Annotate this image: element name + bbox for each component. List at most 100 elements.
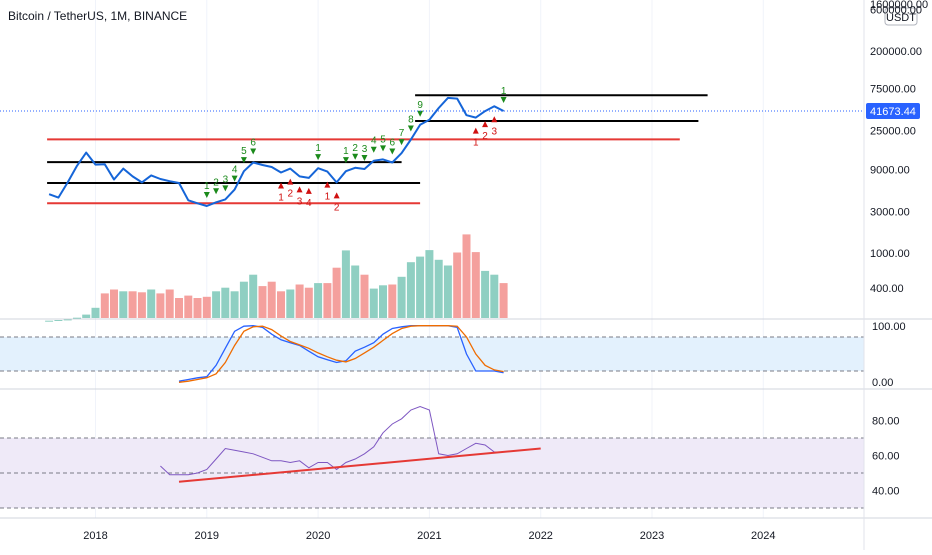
td-arrow-down [361, 154, 368, 161]
td-count-label: 4 [306, 198, 312, 209]
td-arrow-up [324, 181, 331, 188]
td-arrow-up [482, 121, 489, 128]
volume-bar [156, 293, 165, 318]
volume-bar [397, 276, 406, 318]
td-arrow-up [305, 187, 312, 194]
volume-bar [147, 289, 156, 318]
volume-bar [351, 265, 360, 318]
rsi-tick-label: 60.00 [872, 451, 900, 463]
stoch-tick-label: 0.00 [872, 377, 893, 389]
volume-bar [63, 319, 72, 321]
td-count-label: 2 [334, 202, 340, 213]
price-tick-label: 600000.00 [870, 4, 922, 16]
td-count-label: 6 [390, 137, 396, 148]
price-tick-label: 200000.00 [870, 46, 922, 58]
time-tick-label: 2024 [751, 530, 775, 542]
currency-button[interactable] [884, 7, 918, 26]
td-arrow-up [287, 178, 294, 185]
volume-bar [249, 274, 258, 318]
td-count-label: 1 [204, 181, 210, 192]
td-arrow-up [296, 186, 303, 193]
td-arrow-down [231, 175, 238, 182]
rsi-pane [0, 437, 864, 509]
volume-bar [314, 283, 323, 318]
td-count-label: 3 [223, 174, 229, 185]
volume-bar [267, 281, 276, 318]
volume-bar [369, 288, 378, 318]
stoch-d-line [178, 325, 504, 383]
volume-bar [304, 287, 313, 318]
td-arrow-up [491, 116, 498, 123]
td-arrow-down [500, 96, 507, 103]
td-count-label: 1 [343, 146, 349, 157]
volume-bar [230, 291, 239, 318]
td-count-label: 5 [380, 134, 386, 145]
td-count-label: 4 [371, 136, 377, 147]
time-axis[interactable]: 2018 2019 2020 2021 2022 2023 2024 [83, 530, 775, 542]
volume-bar [341, 250, 350, 318]
volume-bar [443, 265, 452, 318]
stochastic-axis[interactable]: 100.00 0.00 [872, 321, 906, 389]
td-count-label: 1 [473, 138, 479, 149]
volume-bar [137, 292, 146, 318]
td-count-label: 2 [287, 189, 293, 200]
grid-layer [95, 0, 764, 518]
td-arrow-down [417, 110, 424, 117]
volume-bar [221, 287, 230, 318]
td-count-label: 1 [325, 192, 331, 203]
currency-label[interactable]: USDT [886, 12, 916, 24]
volume-bar [91, 307, 100, 318]
time-tick-label: 2022 [528, 530, 552, 542]
td-arrow-down [250, 148, 257, 155]
td-count-label: 4 [232, 165, 238, 176]
td-arrow-down [398, 139, 405, 146]
stoch-tick-label: 100.00 [872, 321, 906, 333]
td-arrow-down [240, 157, 247, 164]
volume-bar [193, 298, 202, 318]
rsi-line [160, 405, 504, 476]
td-arrow-down [370, 146, 377, 153]
chart-title: Bitcoin / TetherUS, 1M, BINANCE [8, 9, 187, 23]
td-arrow-down [389, 148, 396, 155]
td-count-label: 8 [408, 115, 414, 126]
rsi-axis[interactable]: 80.00 60.00 40.00 [872, 416, 900, 498]
stochastic-lines [178, 325, 504, 383]
volume-bar [175, 298, 183, 318]
td-count-label: 3 [362, 144, 368, 155]
volume-bar [54, 320, 63, 321]
time-tick-label: 2019 [195, 530, 219, 542]
volume-bar [100, 293, 109, 318]
volume-bar [499, 283, 508, 318]
volume-bar [45, 320, 54, 322]
td-count-label: 5 [241, 146, 247, 157]
price-tick-label: 75000.00 [870, 84, 916, 96]
volume-bar [119, 291, 128, 318]
td-count-label: 7 [399, 128, 405, 139]
td-arrow-down [315, 154, 322, 161]
td-arrow-down [213, 188, 220, 195]
td-count-label: 2 [213, 177, 219, 188]
stochastic-pane [0, 336, 864, 372]
volume-bar [82, 314, 91, 318]
time-tick-label: 2023 [640, 530, 664, 542]
horizontal-levels[interactable] [47, 94, 708, 205]
price-line [48, 96, 505, 207]
td-count-label: 6 [250, 137, 256, 148]
volume-bar [73, 317, 81, 319]
rsi-lines [160, 405, 541, 483]
volume-bar [360, 274, 369, 318]
volume-bar [295, 284, 304, 318]
rsi-trendline[interactable] [178, 447, 541, 483]
last-price-badge [866, 103, 920, 119]
price-tick-label: 400.00 [870, 283, 904, 295]
price-tick-label: 3000.00 [870, 206, 910, 218]
td-count-label: 3 [297, 196, 303, 207]
volume-bar [165, 289, 174, 318]
td-arrow-up [333, 192, 340, 199]
volume-bar [323, 283, 332, 318]
volume-bar [416, 256, 425, 318]
volume-bar [434, 259, 443, 318]
